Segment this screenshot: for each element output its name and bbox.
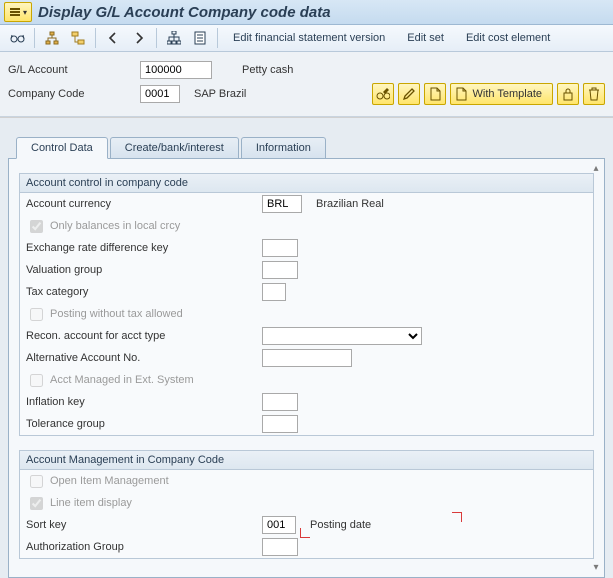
inflation-key-input[interactable] (262, 393, 298, 411)
ext-system-label: Acct Managed in Ext. System (50, 374, 194, 386)
with-template-label: With Template (473, 88, 543, 100)
previous-button[interactable] (102, 27, 124, 49)
sort-key-input[interactable] (262, 516, 296, 534)
other-account-button[interactable] (41, 27, 63, 49)
recon-account-select[interactable] (262, 327, 422, 345)
alternative-account-input[interactable] (262, 349, 352, 367)
inflation-key-label: Inflation key (26, 396, 258, 408)
document-list-icon (194, 31, 206, 45)
chevron-down-icon: ▾ (23, 8, 27, 17)
tab-create-bank-interest[interactable]: Create/bank/interest (110, 137, 239, 159)
hierarchy-up-icon (167, 31, 181, 45)
trash-icon (588, 87, 600, 101)
pencil-icon (403, 88, 415, 100)
application-toolbar: Edit financial statement version Edit se… (0, 25, 613, 52)
edit-cost-element-button[interactable]: Edit cost element (457, 27, 559, 49)
scroll-down-icon: ▾ (593, 562, 598, 573)
menu-icon (9, 6, 21, 18)
authorization-group-input[interactable] (262, 538, 298, 556)
glasses-pencil-icon (376, 87, 390, 101)
tolerance-group-input[interactable] (262, 415, 298, 433)
gl-account-label: G/L Account (8, 64, 134, 76)
only-balances-checkbox (30, 220, 43, 233)
next-button[interactable] (128, 27, 150, 49)
valuation-group-label: Valuation group (26, 264, 258, 276)
new-doc-icon (455, 87, 467, 101)
arrow-right-icon (134, 32, 144, 44)
page-title: Display G/L Account Company code data (38, 4, 331, 21)
highlight-corner-icon (452, 512, 462, 522)
tax-category-input[interactable] (262, 283, 286, 301)
tabstrip: Control Data Create/bank/interest Inform… (0, 117, 613, 578)
exchange-rate-diff-input[interactable] (262, 239, 298, 257)
sort-key-label: Sort key (26, 519, 258, 531)
line-item-label: Line item display (50, 497, 132, 509)
header-area: G/L Account Petty cash Company Code SAP … (0, 52, 613, 117)
edit-button[interactable] (398, 83, 420, 105)
recon-account-label: Recon. account for acct type (26, 330, 258, 342)
new-doc-icon (429, 87, 441, 101)
open-item-label: Open Item Management (50, 475, 169, 487)
tax-category-label: Tax category (26, 286, 258, 298)
folder-tree-icon (71, 31, 85, 45)
open-item-checkbox (30, 475, 43, 488)
group-account-management: Account Management in Company Code Open … (19, 450, 594, 559)
tab-panel: ▴ ▾ Account control in company code Acco… (8, 158, 605, 578)
group-title: Account Management in Company Code (20, 451, 593, 470)
valuation-group-input[interactable] (262, 261, 298, 279)
lock-icon (562, 87, 574, 101)
ext-system-checkbox (30, 374, 43, 387)
lock-button[interactable] (557, 83, 579, 105)
title-bar: ▾ Display G/L Account Company code data (0, 0, 613, 25)
tree-icon (45, 31, 59, 45)
toolbar-separator (217, 28, 218, 48)
company-code-input[interactable] (140, 85, 180, 103)
posting-without-tax-checkbox (30, 308, 43, 321)
highlight-corner-icon (300, 528, 310, 538)
with-template-button[interactable]: With Template (450, 83, 554, 105)
gl-account-desc: Petty cash (242, 64, 293, 76)
account-currency-desc: Brazilian Real (316, 198, 384, 210)
edit-set-button[interactable]: Edit set (398, 27, 453, 49)
toolbar-separator (156, 28, 157, 48)
glasses-icon (9, 32, 25, 44)
posting-without-tax-label: Posting without tax allowed (50, 308, 183, 320)
exchange-rate-diff-label: Exchange rate difference key (26, 242, 258, 254)
toolbar-separator (34, 28, 35, 48)
group-title: Account control in company code (20, 174, 593, 193)
tab-control-data[interactable]: Control Data (16, 137, 108, 159)
create-button[interactable] (424, 83, 446, 105)
alternative-account-label: Alternative Account No. (26, 352, 258, 364)
company-code-desc: SAP Brazil (194, 88, 246, 100)
delete-button[interactable] (583, 83, 605, 105)
authorization-group-label: Authorization Group (26, 541, 258, 553)
sort-key-desc: Posting date (310, 519, 371, 531)
display-hierarchy-button[interactable] (372, 83, 394, 105)
account-currency-label: Account currency (26, 198, 258, 210)
check-button[interactable] (67, 27, 89, 49)
company-code-label: Company Code (8, 88, 134, 100)
account-currency-input[interactable] (262, 195, 302, 213)
only-balances-label: Only balances in local crcy (50, 220, 180, 232)
menu-button[interactable]: ▾ (4, 2, 32, 22)
tolerance-group-label: Tolerance group (26, 418, 258, 430)
gl-account-input[interactable] (140, 61, 212, 79)
toolbar-separator (95, 28, 96, 48)
where-used-button[interactable] (163, 27, 185, 49)
group-account-control: Account control in company code Account … (19, 173, 594, 436)
change-documents-button[interactable] (189, 27, 211, 49)
edit-fin-statement-button[interactable]: Edit financial statement version (224, 27, 394, 49)
line-item-checkbox (30, 497, 43, 510)
scroll-up-icon: ▴ (593, 163, 598, 174)
tab-information[interactable]: Information (241, 137, 326, 159)
display-change-button[interactable] (6, 27, 28, 49)
arrow-left-icon (108, 32, 118, 44)
